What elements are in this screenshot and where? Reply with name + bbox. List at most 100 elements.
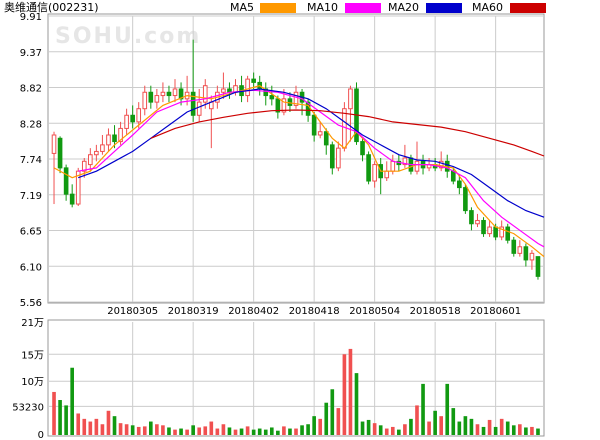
- candle: [202, 79, 208, 109]
- candle: [336, 141, 341, 172]
- volume-bar: [142, 426, 147, 435]
- volume-bar: [342, 354, 347, 435]
- candle: [511, 236, 517, 257]
- candle-body: [178, 88, 184, 100]
- date-tick-label: 20180504: [349, 306, 400, 317]
- legend: MA5 MA10 MA20 MA60: [230, 1, 546, 14]
- volume-bar: [215, 428, 220, 435]
- candle: [160, 82, 166, 103]
- candle-body: [450, 170, 456, 182]
- legend-swatch: [260, 3, 296, 13]
- price-tick-label: 8.28: [20, 119, 42, 130]
- volume-bar: [173, 429, 177, 435]
- volume-tick-label: 21万: [21, 318, 44, 329]
- candle-body: [475, 219, 480, 225]
- watermark: SOHU.com: [55, 24, 201, 49]
- volume-bar: [348, 348, 353, 435]
- candle-body: [402, 157, 408, 166]
- candle-body: [130, 114, 135, 123]
- candle: [88, 148, 93, 172]
- price-tick-label: 6.10: [20, 262, 42, 273]
- volume-bar: [70, 367, 74, 435]
- volume-bar: [251, 429, 256, 435]
- volume-bar: [530, 426, 534, 435]
- volume-bar: [209, 421, 214, 435]
- candle-body: [342, 108, 347, 149]
- candle: [517, 240, 523, 257]
- volume-bar: [52, 391, 56, 435]
- volume-bar: [300, 425, 304, 435]
- candle-body: [118, 127, 123, 143]
- volume-bar: [360, 421, 365, 435]
- candle: [311, 111, 317, 142]
- volume-bar: [487, 419, 492, 435]
- volume-tick-label: 0: [38, 430, 44, 440]
- candle: [57, 136, 63, 174]
- candle: [457, 174, 462, 195]
- volume-bar: [524, 427, 528, 435]
- price-tick-label: 8.82: [20, 84, 42, 95]
- volume-bar: [372, 423, 377, 435]
- volume-bar: [100, 424, 105, 435]
- candle: [523, 243, 529, 267]
- volume-bar: [378, 425, 383, 435]
- candle-body: [275, 98, 281, 113]
- volume-bar: [161, 425, 165, 435]
- volume-tick-label: 10万: [21, 377, 44, 388]
- volume-bar: [221, 424, 226, 435]
- volume-bar: [276, 430, 280, 435]
- candle-body: [281, 98, 287, 113]
- volume-bar: [493, 426, 498, 435]
- legend-swatch: [510, 3, 546, 13]
- candle-body: [196, 101, 202, 116]
- candle-body: [311, 114, 317, 136]
- volume-bar: [463, 416, 468, 435]
- moving-averages: [53, 85, 545, 258]
- date-tick-label: 20180418: [289, 306, 340, 317]
- volume-bar: [421, 383, 425, 435]
- volume-y-axis: 21万 15万 10万 53230 0: [12, 318, 44, 440]
- legend-swatch: [426, 3, 462, 13]
- candle-body: [329, 144, 335, 169]
- volume-bar: [124, 424, 129, 435]
- candle: [100, 135, 105, 155]
- candle: [130, 105, 135, 129]
- volume-bar: [167, 427, 171, 435]
- candle-body: [136, 108, 142, 123]
- volume-bar: [409, 418, 413, 435]
- candle-body: [293, 91, 299, 106]
- price-tick-label: 9.91: [20, 12, 42, 23]
- candle: [124, 108, 129, 136]
- candle-body: [287, 98, 293, 106]
- volume-bar: [518, 424, 522, 435]
- date-tick-label: 20180518: [410, 306, 461, 317]
- candle-body: [202, 85, 208, 103]
- candle-body: [251, 78, 256, 83]
- candle: [81, 158, 87, 178]
- candle-body: [154, 95, 160, 103]
- candle-body: [505, 226, 511, 241]
- candle-body: [535, 256, 541, 277]
- candle: [414, 141, 420, 175]
- volume-bar: [306, 424, 310, 435]
- candle: [63, 164, 69, 201]
- date-tick-label: 20180402: [228, 306, 279, 317]
- candle: [154, 88, 160, 109]
- volume-bar: [112, 416, 117, 435]
- volume-grid: [48, 322, 544, 435]
- price-grid: [48, 15, 544, 303]
- stock-title: 奥维通信(002231): [4, 0, 99, 14]
- volume-bar: [185, 429, 189, 435]
- candle-body: [511, 239, 517, 254]
- candle-body: [142, 91, 148, 110]
- volume-bar: [336, 408, 341, 435]
- candle-body: [499, 226, 504, 238]
- candle: [372, 161, 377, 188]
- candle-body: [51, 134, 57, 154]
- volume-bar: [403, 424, 407, 435]
- candle-body: [269, 95, 275, 100]
- volume-bar: [282, 426, 286, 435]
- volume-bar: [499, 418, 504, 435]
- volume-bar: [263, 429, 268, 435]
- candle: [323, 128, 329, 155]
